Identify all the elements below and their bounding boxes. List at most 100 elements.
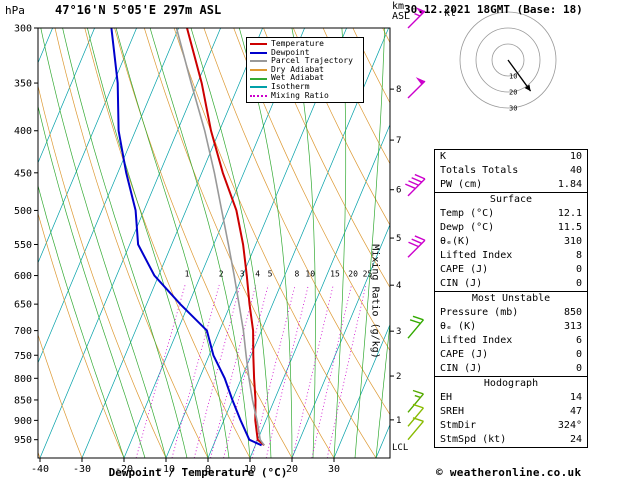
x-axis-title: Dewpoint / Temperature (°C) [108, 466, 288, 479]
svg-text:900: 900 [14, 416, 32, 427]
svg-text:4: 4 [396, 281, 401, 291]
wind-barbs [405, 7, 426, 441]
pressure-unit-label: hPa [5, 4, 25, 17]
svg-text:350: 350 [14, 79, 32, 90]
stat-value: 313 [563, 321, 582, 332]
svg-text:8: 8 [396, 85, 401, 95]
stats-row: EH 14 [435, 391, 587, 405]
stat-value: 0 [575, 278, 582, 289]
svg-text:5: 5 [396, 234, 401, 244]
svg-text:500: 500 [14, 206, 32, 217]
altitude-axis: 1 2 3 4 5 6 7 8 [390, 85, 401, 426]
stats-row: Totals Totals 40 [435, 164, 587, 178]
svg-text:1: 1 [185, 269, 190, 278]
stat-value: 11.5 [557, 222, 582, 233]
legend-item-temperature: Temperature [250, 39, 360, 49]
svg-text:6: 6 [396, 186, 401, 196]
svg-text:850: 850 [14, 395, 32, 406]
legend-label: Mixing Ratio [271, 90, 329, 100]
svg-text:300: 300 [14, 24, 32, 35]
temperature-axis: -40 -30 -20 -10 0 10 20 30 [31, 458, 340, 475]
sounding-curves [110, 28, 265, 447]
stats-panel: K 10 Totals Totals 40 PW (cm) 1.84 Surface Temp… [434, 149, 588, 448]
legend-line-sample [250, 60, 267, 63]
svg-text:450: 450 [14, 168, 32, 179]
hodograph-unit-label: kt [444, 8, 457, 19]
hodograph: 10 20 30 [459, 11, 557, 113]
station-title: 47°16'N 5°05'E 297m ASL [55, 3, 222, 17]
wet-adiabats [38, 28, 390, 458]
stats-row: Temp (°C) 12.1 [435, 207, 587, 221]
stats-section-indices: K 10 Totals Totals 40 PW (cm) 1.84 [434, 149, 588, 193]
chart-legend: Temperature Dewpoint Parcel Trajectory Dry … [246, 37, 364, 104]
stat-label: Temp (°C) [440, 208, 495, 219]
background-lines [38, 28, 390, 458]
dry-adiabats [38, 28, 390, 458]
svg-text:-20: -20 [115, 464, 133, 475]
stats-row: StmDir 324° [435, 419, 587, 433]
stat-label: Dewp (°C) [440, 222, 495, 233]
stat-label: SREH [440, 406, 465, 417]
stat-label: θₑ (K) [440, 321, 477, 332]
stat-value: 40 [569, 165, 582, 176]
stat-label: Lifted Index [440, 335, 513, 346]
stats-section-header: Most Unstable [471, 293, 551, 304]
legend-item-mixing-ratio: Mixing Ratio [250, 90, 360, 101]
storm-motion-arrow [507, 59, 532, 92]
svg-text:8: 8 [294, 269, 299, 278]
svg-text:10: 10 [244, 464, 256, 475]
stat-value: 8 [575, 250, 582, 261]
stats-row: K 10 [435, 150, 587, 164]
stats-row: PW (cm) 1.84 [435, 178, 587, 192]
stat-value: 14 [569, 392, 582, 403]
stat-value: 324° [557, 420, 582, 431]
legend-line-sample [250, 77, 267, 80]
svg-text:1: 1 [396, 416, 401, 426]
svg-text:750: 750 [14, 351, 32, 362]
ring-label: 20 [509, 89, 517, 97]
svg-text:3: 3 [396, 327, 401, 337]
svg-text:-40: -40 [31, 464, 49, 475]
stat-label: EH [440, 392, 453, 403]
stat-value: 24 [569, 434, 582, 445]
stat-label: StmSpd (kt) [440, 434, 507, 445]
stat-label: PW (cm) [440, 179, 483, 190]
legend-item-dewpoint: Dewpoint [250, 48, 360, 58]
svg-text:650: 650 [14, 300, 32, 311]
stats-section-most-unstable: Most Unstable Pressure (mb) 850 θₑ (K) 313 Li… [434, 291, 588, 377]
stats-row: Lifted Index 8 [435, 249, 587, 263]
svg-text:30: 30 [328, 464, 340, 475]
svg-text:15: 15 [330, 269, 340, 278]
stats-row: Pressure (mb) 850 [435, 306, 587, 320]
stat-value: 47 [569, 406, 582, 417]
hodograph-rings: 10 20 30 [459, 11, 557, 113]
svg-text:20: 20 [348, 269, 358, 278]
legend-label: Isotherm [271, 81, 310, 91]
svg-text:800: 800 [14, 374, 32, 385]
stat-label: StmDir [440, 420, 477, 431]
legend-line-sample [250, 86, 267, 89]
stat-label: CIN (J) [440, 363, 483, 374]
stats-row: θₑ(K) 310 [435, 235, 587, 249]
skewt-chart: 1 2 3 4 5 8 10 15 20 2530035040045050055060065070… [14, 7, 426, 475]
stat-value: 10 [569, 151, 582, 162]
stat-label: Totals Totals [440, 165, 519, 176]
stat-value: 12.1 [557, 208, 582, 219]
stats-row: CIN (J) 0 [435, 277, 587, 291]
lcl-label: LCL [392, 443, 409, 453]
stat-label: Pressure (mb) [440, 307, 519, 318]
parcel-trajectory-curve [175, 28, 265, 446]
ring-label: 10 [509, 73, 517, 81]
svg-text:600: 600 [14, 271, 32, 282]
mixing-ratio-value-labels: 1 2 3 4 5 8 10 15 20 25 [185, 269, 373, 278]
legend-line-sample [250, 43, 267, 46]
legend-item-isotherm: Isotherm [250, 81, 360, 92]
mixing-ratio-lines [135, 284, 367, 458]
svg-text:10: 10 [305, 269, 315, 278]
legend-item-parcel-trajectory: Parcel Trajectory [250, 57, 360, 66]
stats-row: Dewp (°C) 11.5 [435, 221, 587, 235]
stats-section-hodograph: Hodograph EH 14 SREH 47 StmDir 324° StmSpd (kt)… [434, 376, 588, 448]
stats-row: SREH 47 [435, 405, 587, 419]
ring-label: 30 [509, 105, 517, 113]
